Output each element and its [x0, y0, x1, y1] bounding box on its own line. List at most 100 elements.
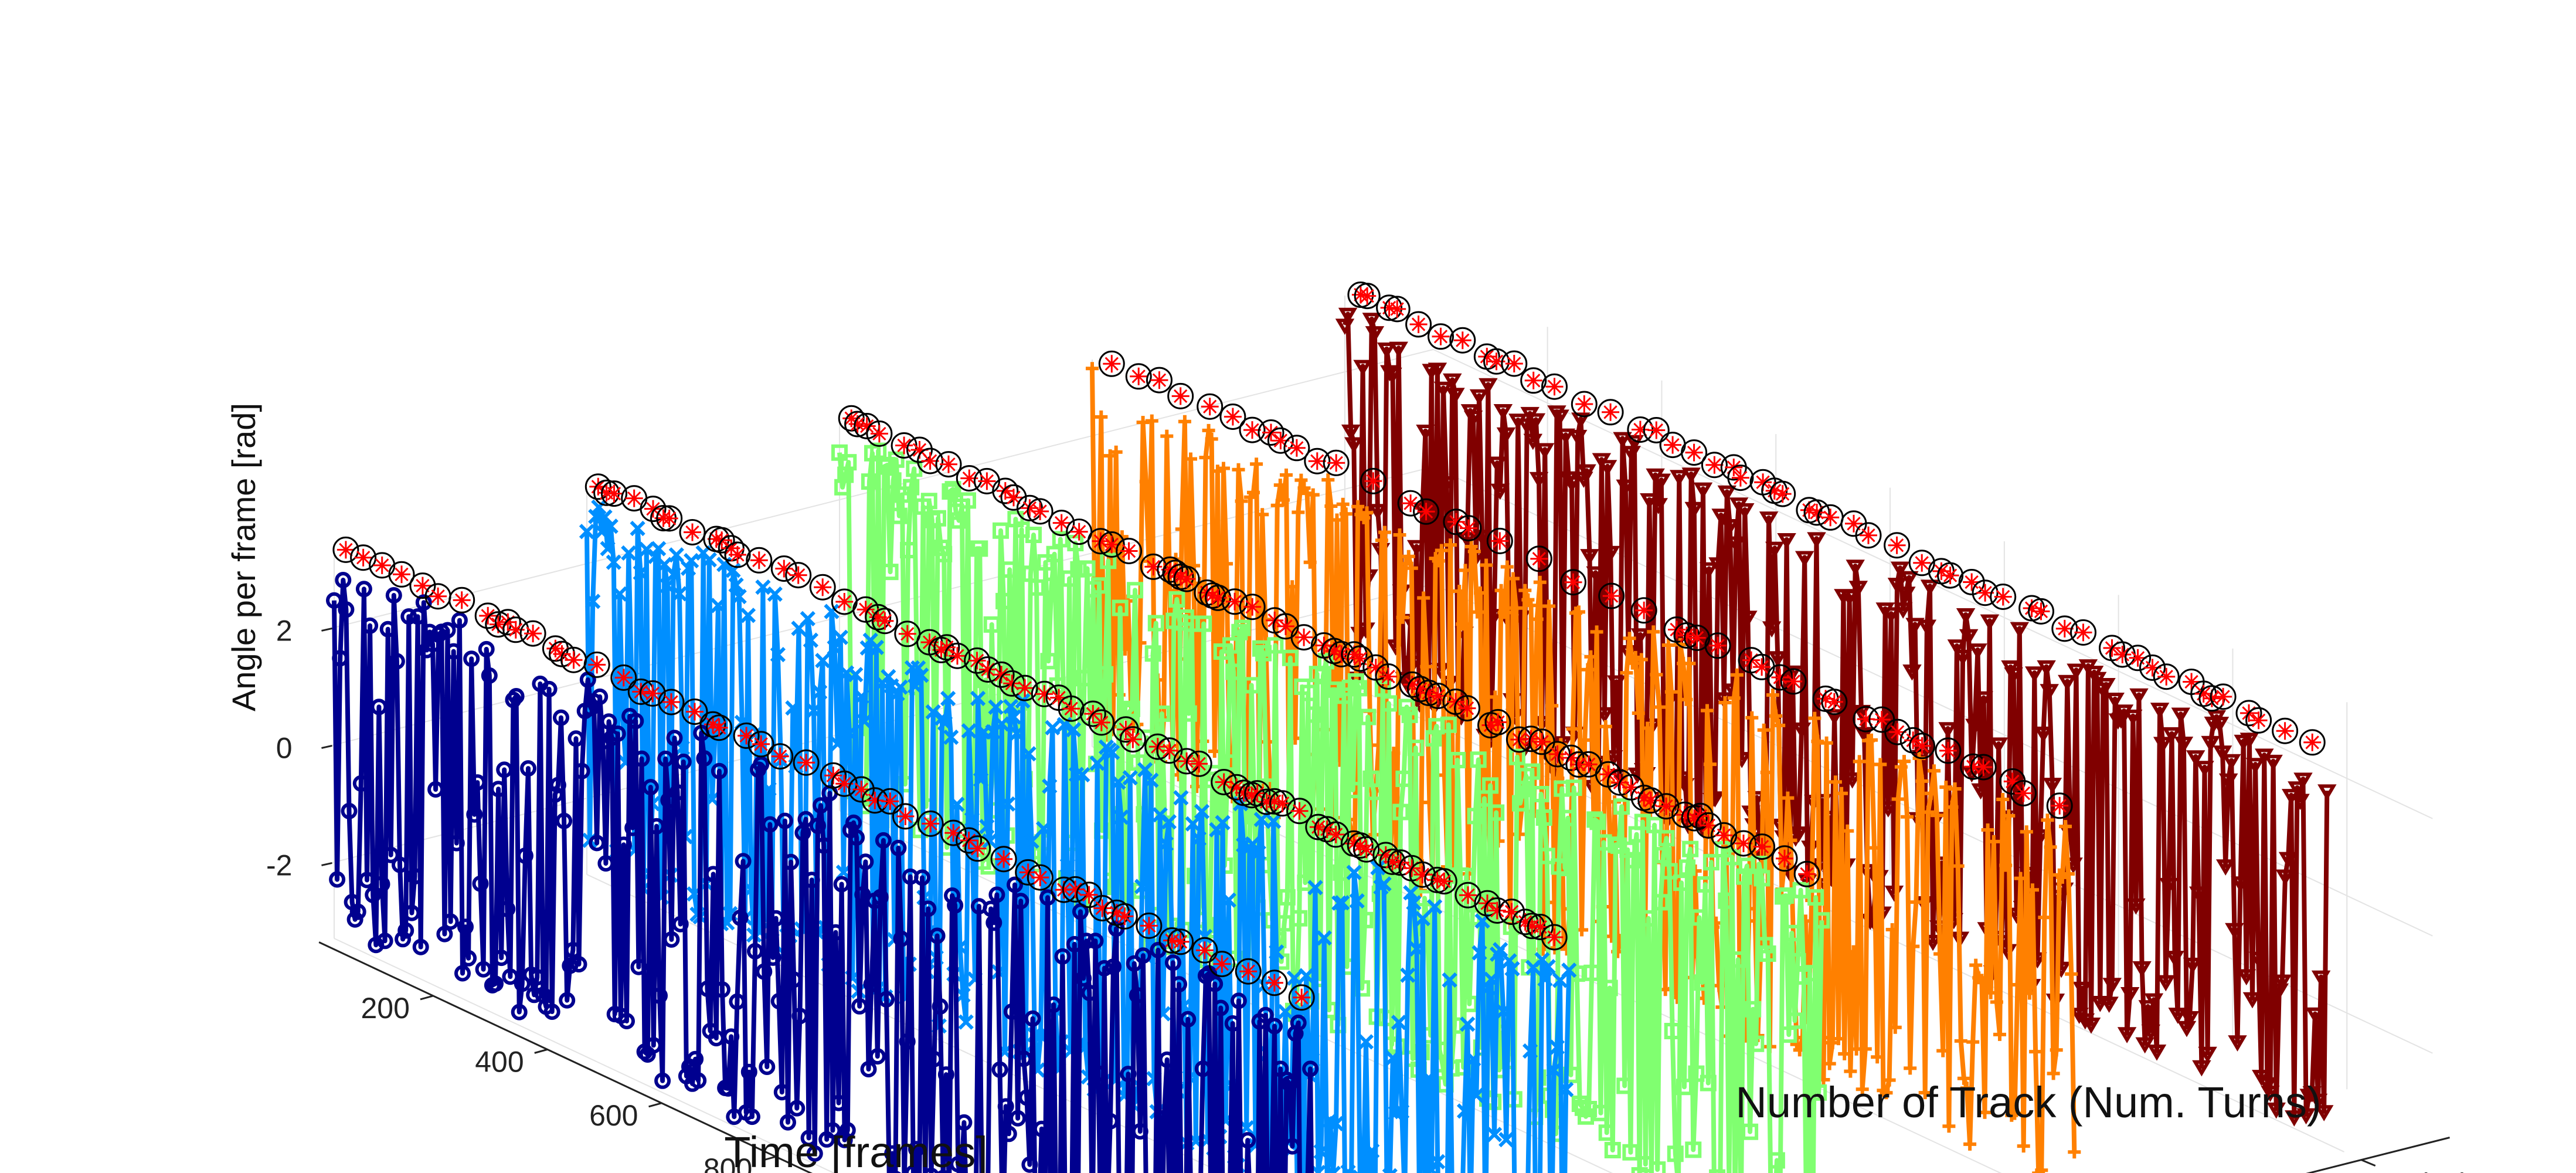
turn-marker-asterisk: [876, 612, 893, 630]
turn-marker-asterisk: [1151, 371, 1168, 389]
turn-marker-asterisk: [1196, 941, 1214, 959]
turn-marker: [2211, 684, 2235, 709]
turn-marker-asterisk: [1732, 469, 1749, 487]
turn-marker: [1099, 532, 1124, 557]
turn-marker-asterisk: [1266, 974, 1283, 992]
turn-marker: [562, 647, 586, 672]
turn-marker-asterisk: [1103, 355, 1120, 372]
track-tick-label: 5 (53): [2394, 1168, 2470, 1173]
turn-marker: [725, 543, 750, 567]
turn-marker-asterisk: [588, 656, 606, 673]
turn-marker-asterisk: [1190, 755, 1208, 772]
turn-marker-asterisk: [1826, 693, 1843, 711]
turn-marker: [521, 621, 545, 646]
turn-marker: [1991, 585, 2016, 609]
turn-marker-asterisk: [835, 593, 853, 611]
turn-marker: [2273, 718, 2298, 743]
z-tick: [321, 745, 332, 748]
turn-marker-asterisk: [1705, 456, 1723, 474]
turn-marker: [1576, 752, 1601, 777]
turn-marker-asterisk: [2276, 722, 2294, 740]
turn-marker: [867, 421, 892, 446]
turn-marker-asterisk: [871, 425, 888, 442]
turn-marker-asterisk: [1685, 444, 1703, 462]
turn-marker: [1240, 595, 1265, 619]
turn-marker-asterisk: [1364, 472, 1382, 490]
turn-marker: [1455, 696, 1480, 721]
turn-marker: [1236, 959, 1260, 984]
turn-marker-asterisk: [1994, 588, 2012, 606]
turn-marker: [1542, 925, 1566, 950]
turn-marker-asterisk: [1642, 792, 1660, 809]
turn-marker: [1705, 633, 1730, 658]
turn-marker: [1120, 727, 1145, 752]
turn-marker: [2047, 794, 2072, 818]
turn-marker-asterisk: [1575, 395, 1593, 413]
turn-marker: [1561, 570, 1586, 595]
x-tick-label: 400: [475, 1045, 524, 1078]
turn-marker: [1147, 368, 1172, 392]
turn-marker: [1572, 392, 1596, 416]
turn-marker: [584, 652, 609, 677]
z-axis-title: Angle per frame [rad]: [225, 403, 262, 711]
turn-marker-asterisk: [1172, 387, 1190, 405]
turn-marker-asterisk: [1209, 589, 1227, 606]
turn-marker-asterisk: [429, 588, 447, 605]
turn-marker: [680, 520, 705, 545]
turn-marker: [1487, 528, 1512, 553]
turn-marker-asterisk: [1140, 917, 1158, 934]
turn-marker: [893, 804, 917, 829]
series-layer: [328, 283, 2333, 1173]
turn-marker: [957, 466, 981, 491]
turn-marker-asterisk: [729, 546, 746, 564]
turn-marker-asterisk: [1506, 355, 1523, 372]
turn-marker-asterisk: [373, 557, 391, 574]
turn-marker-asterisk: [899, 625, 916, 643]
turn-marker-asterisk: [1664, 436, 1681, 454]
turn-marker: [1028, 865, 1052, 890]
turn-marker-asterisk: [453, 591, 471, 609]
turn-marker: [1222, 589, 1247, 614]
turn-marker: [1406, 312, 1431, 337]
turn-marker: [1385, 297, 1409, 321]
turn-marker: [2011, 781, 2036, 806]
turn-marker-asterisk: [1243, 598, 1261, 616]
turn-marker-asterisk: [1942, 567, 1959, 584]
turn-marker: [991, 847, 1016, 872]
x-tick-label: 200: [361, 992, 409, 1025]
turn-marker-asterisk: [1546, 378, 1564, 395]
turn-marker: [1270, 791, 1295, 816]
turn-marker-asterisk: [1358, 287, 1376, 305]
turn-marker: [1885, 533, 1909, 558]
turn-marker-asterisk: [1525, 372, 1542, 389]
turn-marker-asterisk: [1700, 816, 1717, 834]
turn-marker: [1112, 904, 1137, 928]
x-tick: [649, 1103, 662, 1107]
turn-marker: [370, 553, 395, 578]
turn-marker-asterisk: [1975, 758, 1992, 776]
turn-marker-asterisk: [1291, 802, 1309, 820]
turn-marker: [1355, 284, 1379, 308]
turn-marker-asterisk: [1178, 570, 1195, 588]
turn-marker-asterisk: [337, 541, 355, 558]
turn-marker-asterisk: [1031, 503, 1049, 520]
turn-marker-asterisk: [1080, 886, 1098, 904]
turn-marker: [936, 452, 961, 477]
turn-marker: [1426, 684, 1450, 708]
turn-marker-asterisk: [2075, 623, 2092, 641]
turn-marker: [1089, 710, 1114, 735]
turn-marker: [1414, 499, 1439, 524]
turn-marker-asterisk: [1213, 955, 1231, 973]
turn-marker-asterisk: [2033, 602, 2050, 620]
turn-marker-asterisk: [1144, 558, 1162, 575]
turn-marker-asterisk: [565, 651, 583, 669]
turn-marker-asterisk: [1913, 554, 1931, 572]
turn-marker: [918, 811, 943, 836]
turn-marker: [941, 821, 966, 845]
turn-marker-asterisk: [790, 567, 807, 584]
turn-marker: [1059, 696, 1083, 721]
turn-marker: [1324, 450, 1348, 475]
turn-marker: [1856, 523, 1881, 548]
turn-marker-asterisk: [1753, 838, 1771, 856]
turn-marker-asterisk: [1410, 316, 1428, 333]
